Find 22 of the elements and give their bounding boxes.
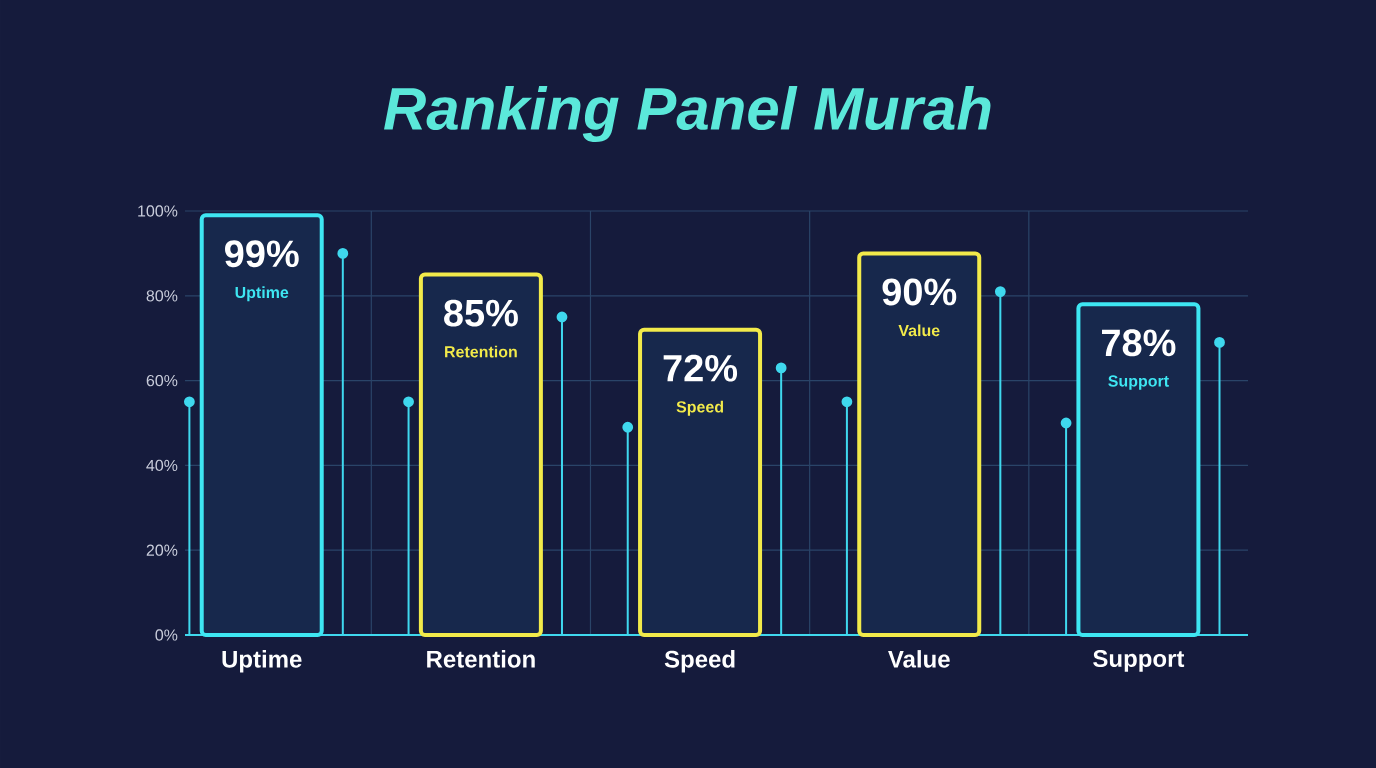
x-tick-label: Value	[888, 650, 950, 668]
data-label: 78%	[1102, 329, 1176, 357]
category-label: Uptime	[235, 286, 289, 302]
y-tick-label: 0%	[155, 629, 178, 641]
data-label: 72%	[663, 354, 738, 382]
chart-title: Ranking Panel Murah	[384, 86, 991, 142]
category-label: Support	[1108, 375, 1169, 390]
data-label: 99%	[225, 240, 299, 268]
x-tick-label: Speed	[664, 650, 735, 673]
data-label: 90%	[882, 278, 957, 306]
x-tick-label: Uptime	[222, 650, 302, 673]
category-label: Value	[898, 324, 940, 337]
y-tick-label: 20%	[146, 544, 178, 556]
y-tick-label: 100%	[138, 205, 178, 217]
category-label: Speed	[676, 400, 724, 416]
y-tick-label: 80%	[146, 290, 178, 302]
y-tick-label: 40%	[146, 459, 178, 472]
y-tick-label: 60%	[146, 374, 178, 387]
category-label: Retention	[445, 345, 517, 358]
x-tick-label: Support	[1093, 650, 1185, 672]
data-label: 85%	[444, 299, 518, 327]
x-tick-label: Retention	[427, 650, 535, 668]
